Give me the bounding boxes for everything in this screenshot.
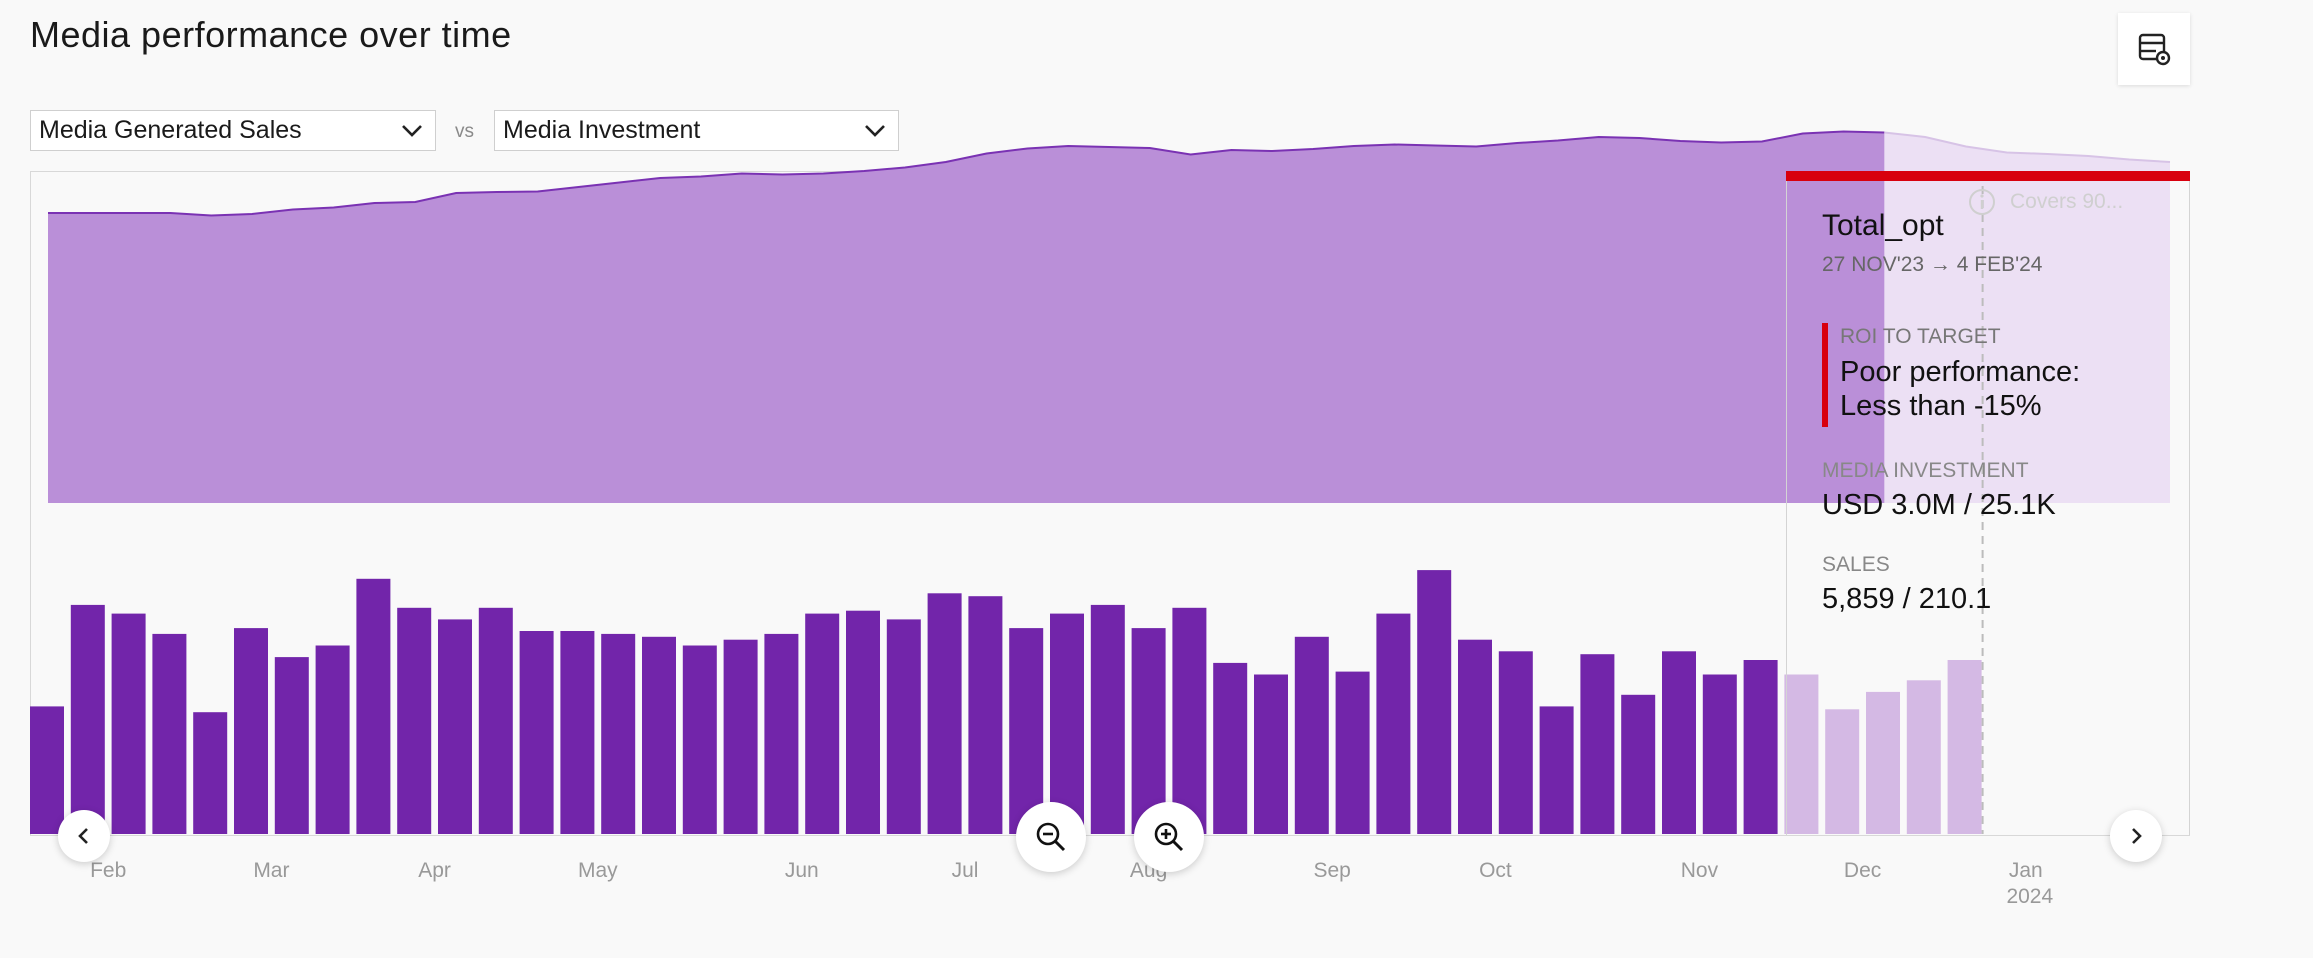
sales-bar <box>764 633 799 834</box>
zoom-out-icon <box>1036 822 1066 852</box>
chevron-down-icon <box>402 124 422 137</box>
sales-bar <box>723 639 758 834</box>
x-tick-label: Jul <box>952 859 979 882</box>
sales-bar <box>1131 628 1166 834</box>
info-icon <box>1969 189 1995 215</box>
chevron-left-icon <box>78 828 88 844</box>
sales-bar <box>1009 628 1044 834</box>
secondary-metric-select[interactable]: Media Investment <box>494 110 899 151</box>
secondary-metric-value: Media Investment <box>503 116 701 144</box>
sales-bar <box>234 628 268 834</box>
prev-period-button[interactable] <box>58 810 110 862</box>
sales-bar <box>397 607 432 834</box>
x-tick-label: Dec <box>1844 859 1881 882</box>
sales-bar <box>111 613 146 834</box>
sales-bar <box>30 706 64 834</box>
sales-bar <box>193 712 228 834</box>
sales-bar <box>1172 607 1207 834</box>
sales-bar <box>1539 706 1574 834</box>
sales-bar <box>478 607 513 834</box>
vs-label: vs <box>455 121 474 142</box>
primary-metric-value: Media Generated Sales <box>39 116 302 144</box>
x-tick-label: Mar <box>253 859 289 882</box>
zoom-in-button[interactable] <box>1134 802 1204 872</box>
investment-line <box>48 130 1885 217</box>
sales-bar <box>1662 651 1696 834</box>
sales-bar <box>356 578 391 834</box>
sales-bar <box>1906 680 1941 834</box>
sales-bar <box>1947 660 1982 834</box>
sales-bar <box>968 596 1003 834</box>
sales-bar <box>682 645 717 834</box>
page-title: Media performance over time <box>30 14 512 55</box>
sales-bar <box>1254 674 1288 834</box>
sales-bar <box>1784 674 1819 834</box>
sales-bar <box>560 631 595 834</box>
sales-bar <box>438 619 472 834</box>
x-tick-label: Feb <box>90 859 126 882</box>
sales-bar <box>805 613 840 834</box>
x-tick-label: Apr <box>418 859 451 882</box>
sales-bar <box>1866 691 1900 834</box>
investment-area-future <box>1884 132 2170 503</box>
sales-bar <box>1825 709 1860 834</box>
sales-bar <box>519 631 554 834</box>
sales-bar <box>601 633 636 834</box>
x-tick-label: Jan <box>2009 859 2043 882</box>
sales-bar <box>886 619 921 834</box>
table-settings-icon <box>2138 33 2171 66</box>
sales-bar <box>1050 613 1084 834</box>
sales-bar <box>1621 694 1656 834</box>
sales-bar <box>1417 570 1452 834</box>
x-tick-label: May <box>578 859 618 882</box>
primary-metric-select[interactable]: Media Generated Sales <box>30 110 436 151</box>
chevron-right-icon <box>2132 828 2142 844</box>
sales-bar <box>1458 639 1492 834</box>
sales-bar <box>1335 671 1370 834</box>
sales-bar <box>1090 604 1125 834</box>
investment-line-future <box>1884 131 2171 163</box>
sales-bar <box>1376 613 1411 834</box>
zoom-out-button[interactable] <box>1016 802 1086 872</box>
x-tick-label: Nov <box>1681 859 1719 882</box>
x-tick-label: Jun <box>785 859 819 882</box>
x-tick-label: Sep <box>1314 859 1351 882</box>
sales-bar <box>70 604 105 834</box>
sales-bar <box>846 610 880 834</box>
coverage-note: Covers 90... <box>1968 188 2123 216</box>
sales-bar <box>1743 660 1778 834</box>
x-tick-label: Oct <box>1479 859 1512 882</box>
chevron-down-icon <box>865 124 885 137</box>
x-tick-sublabel: 2024 <box>2006 885 2053 908</box>
next-period-button[interactable] <box>2110 810 2162 862</box>
sales-bar <box>1580 654 1615 834</box>
sales-bar <box>1702 674 1737 834</box>
investment-area <box>48 131 1885 503</box>
sales-bar <box>1498 651 1533 834</box>
sales-bar <box>152 633 187 834</box>
sales-bar <box>642 636 676 834</box>
sales-bar <box>274 657 309 834</box>
sales-bar <box>315 645 350 834</box>
zoom-in-icon <box>1154 822 1184 852</box>
sales-bar <box>1294 636 1329 834</box>
sales-bar <box>927 593 962 834</box>
coverage-label: Covers 90... <box>2010 190 2124 213</box>
table-settings-button[interactable] <box>2118 13 2190 85</box>
sales-bar <box>1213 662 1248 834</box>
